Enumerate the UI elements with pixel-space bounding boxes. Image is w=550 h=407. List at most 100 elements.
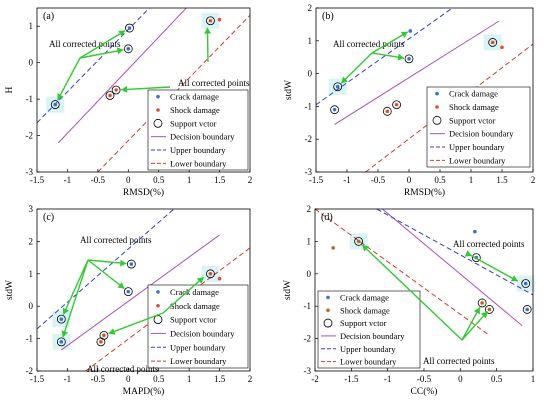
- x-tick-label: 0: [458, 374, 463, 384]
- crack-damage-point: [59, 340, 64, 344]
- y-axis-label: H: [5, 86, 15, 93]
- annotation-arrowhead: [108, 328, 116, 335]
- annotation-arrowhead: [397, 53, 405, 61]
- shock-damage-point: [114, 88, 118, 92]
- x-tick-label: 1.5: [496, 175, 508, 185]
- y-tick-label: -3: [305, 167, 313, 177]
- shock-damage-point: [102, 333, 106, 338]
- y-axis-label: stdW: [5, 280, 15, 300]
- legend-box: [147, 89, 249, 171]
- support-vector-marker: [56, 337, 66, 347]
- support-vector-marker: [382, 106, 392, 116]
- legend-label: Upper boundary: [340, 344, 396, 354]
- lower-boundary-line: [85, 247, 250, 371]
- crack-damage-point: [335, 84, 340, 89]
- panel-label: (c): [43, 212, 54, 223]
- lower-boundary-line: [97, 14, 250, 172]
- x-tick-label: -1.5: [30, 175, 45, 185]
- shock-damage-point: [331, 246, 335, 250]
- x-tick-label: -0.5: [417, 374, 432, 384]
- shock-damage-point: [385, 109, 390, 114]
- legend-label: Support vctor: [340, 318, 387, 328]
- crack-damage-point: [59, 317, 64, 321]
- legend-label: Upper boundary: [170, 342, 226, 352]
- y-tick-label: -2: [305, 134, 313, 144]
- legend-marker: [156, 94, 160, 99]
- crack-damage-point: [53, 102, 58, 107]
- crack-damage-point: [525, 307, 529, 312]
- legend-label: Support vctor: [170, 118, 217, 128]
- legend-label: Lower boundary: [170, 356, 227, 366]
- shock-damage-point: [208, 18, 213, 23]
- x-tick-label: -1: [64, 374, 72, 384]
- upper-boundary-line: [37, 209, 175, 330]
- crack-damage-point: [473, 229, 477, 234]
- legend-label: Decision boundary: [170, 328, 235, 338]
- y-tick-label: 2: [307, 204, 312, 214]
- crack-damage-point: [408, 29, 413, 33]
- legend-label: Support vctor: [449, 115, 496, 125]
- y-tick-label: -1: [304, 301, 312, 311]
- legend-label: Shock damage: [449, 102, 499, 112]
- annotation-arrowhead: [341, 76, 348, 84]
- shock-damage-point: [480, 301, 484, 305]
- x-tick-label: 1.5: [214, 175, 226, 185]
- support-vector-marker: [50, 100, 60, 109]
- support-vector-marker: [125, 23, 134, 33]
- support-vector-marker: [111, 85, 121, 95]
- legend-label: Shock damage: [170, 301, 220, 311]
- support-vector-marker: [522, 305, 532, 314]
- support-vector-marker: [404, 54, 414, 64]
- annotation-arrow: [87, 259, 125, 290]
- shock-damage-point: [217, 17, 222, 22]
- decision-boundary-line: [381, 209, 523, 327]
- crack-damage-point: [126, 47, 131, 51]
- y-tick-label: -1: [26, 334, 34, 344]
- y-tick-label: 0: [308, 69, 313, 79]
- panel-label: (d): [321, 212, 333, 223]
- x-tick-label: 0: [126, 374, 131, 384]
- x-tick-label: 2: [531, 175, 536, 185]
- legend-box: [147, 284, 249, 369]
- support-vector-marker: [99, 330, 109, 340]
- annotation-arrow: [62, 259, 89, 338]
- shock-damage-point: [208, 272, 213, 276]
- shock-damage-point: [217, 276, 222, 281]
- legend-label: Lower boundary: [170, 158, 227, 168]
- annotation-arrow: [56, 57, 81, 101]
- y-tick-label: -3: [26, 167, 34, 177]
- legend-box: [426, 86, 531, 168]
- support-vector-marker: [354, 236, 364, 246]
- crack-damage-point: [126, 289, 131, 294]
- support-vector-marker: [206, 16, 215, 26]
- x-axis-label: RMSD(%): [123, 187, 164, 198]
- x-axis-label: MAPD(%): [123, 386, 165, 397]
- legend-label: Shock damage: [340, 305, 390, 315]
- chart-panel: -1.5 -1 -0.5 0 0.5 1 1.5 2 1 0 -1 -2 -3 RMSD(%) H (a) Cr…: [5, 7, 252, 198]
- x-tick-label: 1: [469, 175, 474, 185]
- legend: Crack damage Shock damage Support vctor Dec…: [147, 284, 249, 369]
- crack-damage-point: [129, 262, 134, 266]
- annotation-arrowhead: [120, 259, 127, 267]
- legend-label: Crack damage: [340, 292, 389, 302]
- support-vector-marker: [123, 44, 133, 54]
- axes-frame: [315, 7, 534, 173]
- shock-damage-point: [394, 102, 399, 107]
- support-vector-marker: [484, 305, 494, 314]
- legend-marker: [435, 91, 439, 96]
- x-tick-label: 0.5: [434, 175, 446, 185]
- annotation-arrow: [371, 31, 409, 54]
- x-tick-label: -1: [343, 175, 351, 185]
- annotation-arrow: [361, 244, 463, 341]
- x-tick-label: -1.5: [309, 175, 324, 185]
- legend-label: Decision boundary: [449, 129, 514, 139]
- x-tick-label: 0.5: [153, 175, 165, 185]
- y-tick-label: -1: [305, 101, 313, 111]
- support-vector-marker: [123, 287, 133, 297]
- y-tick-label: 0: [307, 269, 312, 279]
- y-tick-label: 1: [308, 36, 313, 46]
- annotation-arrow: [79, 30, 126, 59]
- annotation-arrow: [121, 86, 171, 91]
- y-tick-label: 2: [29, 236, 34, 246]
